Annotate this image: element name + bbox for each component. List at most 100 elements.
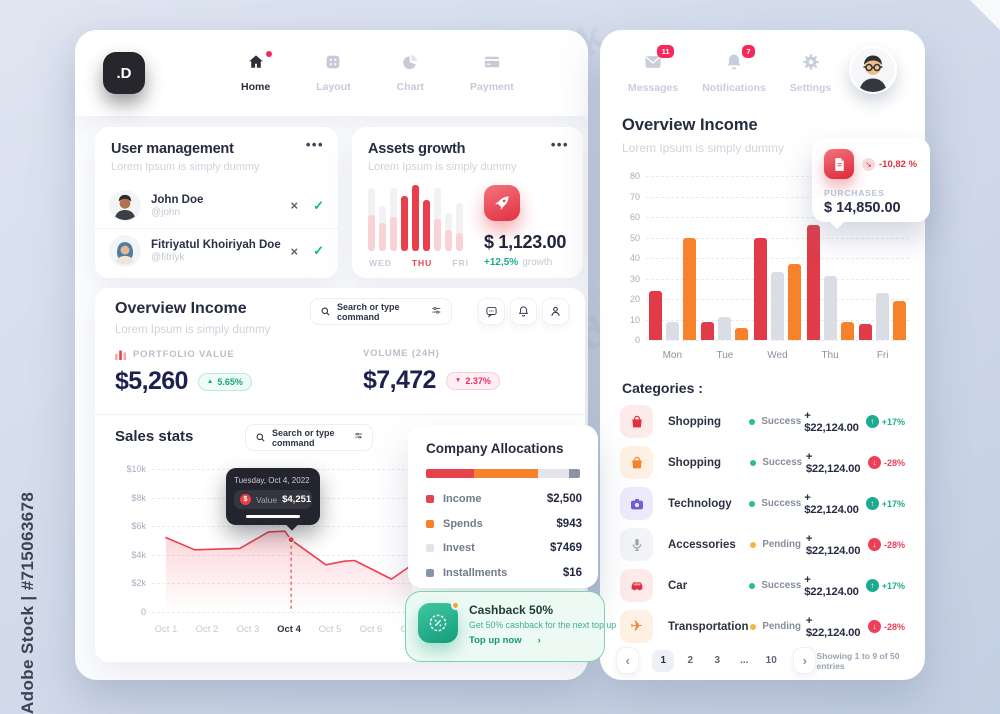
header-item-notifications[interactable]: 7 Notifications [702,45,766,94]
header-item-settings[interactable]: Settings [790,52,831,94]
dollar-icon: $ [240,494,251,505]
user-row[interactable]: Fitriyatul Khoiriyah Doe @fitriyk × ✓ [95,228,338,273]
assets-mini-chart: WED THU FRI [368,185,470,268]
user-actions: × ✓ [291,198,325,214]
purchases-label: PURCHASES [824,188,885,198]
legend-name: Invest [443,542,475,555]
dismiss-icon[interactable]: × [290,243,299,259]
assets-bar [412,185,419,251]
assets-bar [379,206,386,251]
nav-item-payment[interactable]: Payment [470,53,514,93]
category-row[interactable]: ✈ Transportation Pending + $22,124.00 ↓ -28% [600,606,925,647]
page-10[interactable]: 10 [765,655,777,666]
cashback-banner[interactable]: Cashback 50% Get 50% cashback for the ne… [405,591,616,662]
approve-icon[interactable]: ✓ [313,197,324,213]
nav-item-label: Payment [470,81,514,93]
sales-search-input[interactable]: Search or type command [245,424,373,451]
page-1[interactable]: 1 [652,649,675,672]
bar [718,317,732,340]
nav-item-home[interactable]: Home [241,51,272,93]
app-logo[interactable]: .D [103,52,145,94]
top-up-link[interactable]: Top up now › [469,635,541,646]
arrow-down-icon: ↓ [867,456,881,469]
status-dot [750,541,757,548]
assets-bar [456,203,463,251]
status-label: Pending [762,621,801,632]
allocation-segment-income [426,469,474,478]
y-tick-label: 70 [629,191,640,202]
plane-icon: ✈ [620,610,653,643]
bag-icon [620,405,653,438]
allocation-legend: Income $2,500 Spends $943 Invest $7469 Install… [426,487,582,585]
nav-items: Home Layout Chart Payment [241,51,514,93]
legend-name: Income [443,493,482,506]
layout-icon [324,53,342,71]
search-icon [320,306,331,317]
badge-count: 7 [741,45,755,58]
x-tick-label: Oct 5 [318,624,342,635]
category-amount: + $22,124.00 [804,409,859,434]
status-dot [750,623,757,630]
filter-sliders-icon[interactable] [354,431,363,444]
next-page-button[interactable]: › [793,647,817,674]
profile-button[interactable] [542,298,569,325]
y-tick-label: 40 [629,253,640,263]
prev-page-button[interactable]: ‹ [616,647,640,674]
header-item-messages[interactable]: 11 Messages [628,45,679,94]
watermark-side: Adobe Stock | #715063678 [18,491,37,714]
assets-bar [368,188,375,251]
filter-sliders-icon[interactable] [431,305,442,318]
header-actions: 11 Messages 7 Notifications Settings [628,45,831,94]
more-menu-icon[interactable]: ••• [305,137,324,152]
category-row[interactable]: Car Success + $22,124.00 ↑ +17% [600,565,925,606]
x-tick-label: Tue [716,350,734,361]
bar [787,264,801,340]
bar [648,290,662,340]
weekly-x-axis: Mon Tue Wed Thu Fri [646,350,909,361]
mic-icon [620,528,653,561]
chat-button[interactable] [478,298,505,325]
bar [770,272,784,340]
approve-icon[interactable]: ✓ [313,243,324,258]
change-pill: ▲ 5.65% [197,372,252,391]
user-row[interactable]: John Doe @john × ✓ [95,183,338,228]
percent-badge-icon [418,601,460,643]
status-label: Success [761,580,802,591]
category-row[interactable]: Accessories Pending + $22,124.00 ↓ -28% [600,524,925,565]
header-item-label: Messages [628,82,679,94]
day-label: THU [411,258,433,268]
nav-item-chart[interactable]: Chart [397,53,424,93]
rocket-icon [484,185,520,221]
change-percent: +17% [881,416,906,427]
dismiss-icon[interactable]: × [290,198,299,213]
card-title: Assets growth [368,141,466,157]
category-name: Transportation [668,620,749,633]
category-row[interactable]: Technology Success + $22,124.00 ↑ +17% [600,483,925,524]
search-input[interactable]: Search or type command [310,298,452,325]
assets-bar-fill [390,216,397,251]
card-subtitle: Lorem Ipsum is simply dummy [115,324,271,336]
search-icon [255,432,266,443]
nav-item-layout[interactable]: Layout [316,53,351,93]
bar [876,292,890,340]
category-row[interactable]: Shopping Success + $22,124.00 ↑ +17% [600,401,925,442]
envelope-icon: 11 [643,45,675,72]
growth-label: growth [522,257,553,268]
category-row[interactable]: Shopping Success + $22,124.00 ↓ -28% [600,442,925,483]
tooltip-date: Tuesday, Oct 4, 2022 [234,476,310,485]
bell-button[interactable] [510,298,537,325]
page-2[interactable]: 2 [687,655,694,666]
bar [753,237,767,340]
bar [893,301,907,340]
page-3[interactable]: 3 [714,655,721,666]
chevron-right-icon: › [537,635,541,646]
user-avatar[interactable] [849,46,897,94]
category-amount: + $22,124.00 [805,450,861,475]
change-percent: -28% [883,539,905,550]
page-numbers: 1 2 3... 10 [652,649,782,672]
change-badge: ↓ -28% [867,620,905,633]
x-tick-label: Fri [876,350,889,361]
more-menu-icon[interactable]: ••• [550,137,569,152]
card-title: Company Allocations [426,441,564,456]
